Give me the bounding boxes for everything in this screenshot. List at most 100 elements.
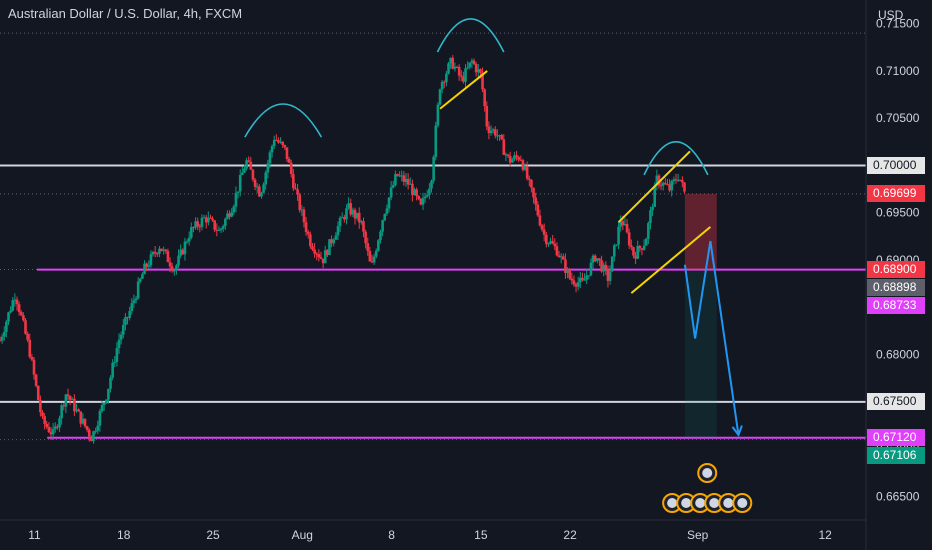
candle-body [0,340,2,342]
candle-body [298,194,302,211]
x-tick-label: 22 [563,528,577,542]
candle-body [238,174,242,192]
candle-body [372,256,376,263]
candle-body [542,229,546,235]
candle-body [194,221,197,228]
candle-body [213,220,216,230]
candle-body [345,208,348,220]
position-tool [684,193,717,438]
candle-body [200,217,204,227]
candle-body [319,257,323,259]
candle-body [75,409,78,412]
candle-body [581,277,584,280]
candle-body [425,194,429,197]
candle-body [670,181,674,191]
candle-body [317,254,321,258]
candle-body [326,250,329,256]
price-label: 0.67500 [867,393,925,411]
candle-body [585,275,588,280]
candle-body [41,412,44,417]
candle-body [608,271,612,281]
event-markers [662,463,753,513]
y-tick-label: 0.71000 [876,64,920,78]
candle-body [179,249,182,256]
candle-body [604,264,608,270]
candle-body [228,213,231,217]
candle-body [311,246,314,250]
candle-body [589,262,593,276]
candle-body [68,396,72,400]
candle-body [141,274,144,279]
currency-label: USD [878,8,904,22]
candle-body [451,57,455,69]
candle-body [258,186,261,197]
candle-body [476,69,480,73]
candle-body [11,300,15,311]
candle-body [19,312,23,316]
candle-body [249,161,253,170]
candle-body [153,251,157,254]
candle-body [158,248,161,254]
y-tick-label: 0.71500 [876,17,920,31]
pattern-arc [244,103,323,138]
candle-body [615,244,618,246]
candle-body [39,400,42,413]
candle-body [219,228,223,230]
candle-body [85,426,89,430]
stop-loss-zone [684,193,717,271]
candle-body [672,179,676,182]
candle-body [479,69,482,73]
candle-body [630,245,633,248]
candle-body [404,178,408,182]
candle-body [564,259,567,274]
candle-body [498,135,501,137]
y-tick-label: 0.66500 [876,489,920,503]
candle-body [232,206,236,213]
candle-body [187,237,191,242]
price-label: 0.69699 [867,185,925,203]
candle-body [221,226,225,229]
candle-body [489,130,493,134]
candle-body [270,146,274,153]
candle-body [17,304,21,313]
candle-body [283,145,287,148]
candle-body [2,332,6,337]
candle-body [26,333,29,340]
price-label: 0.67106 [867,447,925,465]
candle-body [143,263,146,275]
candle-body [304,222,308,233]
candle-body [483,89,486,107]
candle-body [496,135,499,137]
candle-body [81,418,85,424]
candle-body [438,89,442,105]
candle-body [294,188,297,190]
trend-line [439,70,488,110]
candle-body [330,239,333,244]
candle-body [268,152,272,164]
candle-body [568,269,571,279]
candle-body [551,241,554,244]
candle-body [217,229,221,231]
candle-body [87,429,91,437]
candle-body [525,166,529,179]
candle-body [406,178,410,185]
candle-body [343,217,346,220]
candle-body [126,317,129,319]
candle-body [523,166,527,170]
candle-body [502,139,506,155]
candle-body [340,217,344,219]
candle-body [472,60,476,65]
candle-body [202,217,206,219]
candle-body [430,180,433,189]
candle-body [681,180,684,183]
candle-body [572,280,576,285]
candle-body [566,269,569,274]
candle-body [132,300,136,304]
candle-body [30,356,34,360]
candle-body [45,423,49,428]
candle-body [638,245,642,249]
trend-line [617,150,691,223]
candle-body [387,197,391,209]
